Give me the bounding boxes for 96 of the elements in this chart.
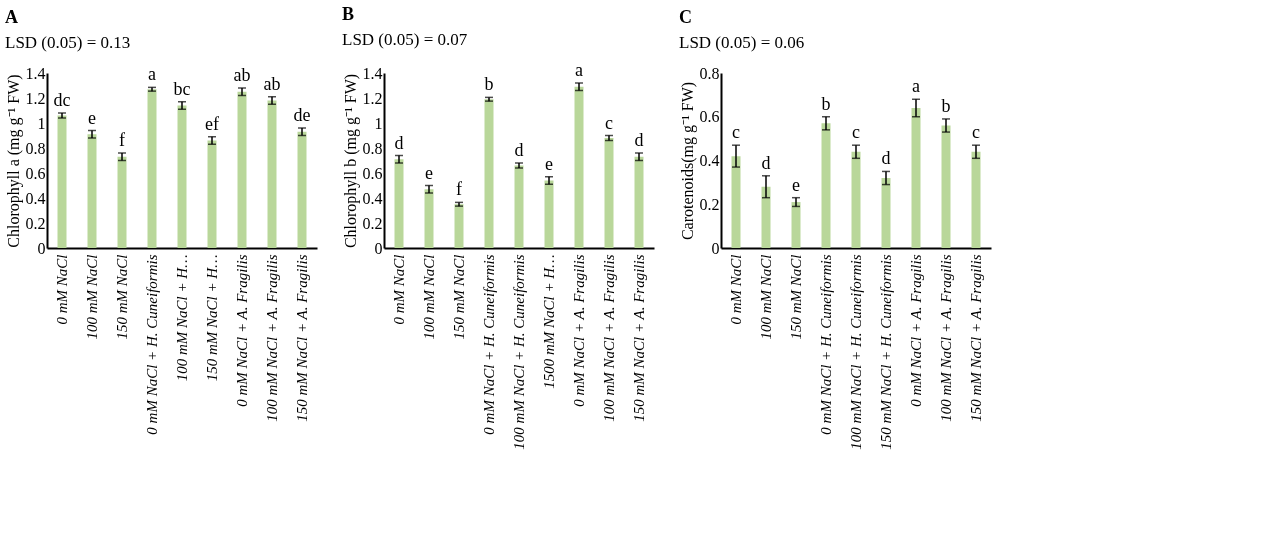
data-label: f [119,130,125,150]
data-label: ab [263,73,281,94]
chart-title: C [679,7,692,27]
data-label: c [972,122,980,143]
x-tick-label: 100 mM NaCl + H. Cuneiformis [511,254,527,450]
x-tick-label: 100 mM NaCl [758,254,774,340]
x-tick-label: 100 mM NaCl + A. Fragilis [601,254,617,422]
x-tick-label: 0 mM NaCl + A. Fragilis [571,254,587,407]
data-label: b [484,74,494,95]
data-label: d [634,130,644,150]
x-tick-label: 0 mM NaCl [54,254,70,325]
x-tick-label: 0 mM NaCl + H. Cuneiformis [144,254,160,435]
data-label: ef [205,113,219,134]
x-tick-label: 100 mM NaCl + A. Fragilis [938,254,954,422]
x-tick-label: 1500 mM NaCl + H… [541,254,557,389]
bar [941,125,951,248]
bar [971,151,981,248]
x-tick-label: 150 mM NaCl [788,254,804,340]
y-tick-label: 0.2 [362,214,383,232]
bar [147,89,157,248]
data-label: e [88,107,96,128]
bar [454,204,464,248]
x-tick-label: 0 mM NaCl + H. Cuneiformis [481,254,497,435]
y-tick-label: 0.8 [362,139,383,157]
y-tick-label: 1.4 [362,64,383,82]
bar [911,108,921,248]
data-label: b [941,95,951,116]
y-tick-label: 0.2 [699,195,720,213]
data-label: e [425,162,433,183]
x-tick-label: 150 mM NaCl + A. Fragilis [968,254,984,422]
x-tick-label: 0 mM NaCl + A. Fragilis [908,254,924,407]
y-tick-label: 0.4 [699,152,720,169]
bar [731,156,741,248]
x-tick-label: 0 mM NaCl + H. Cuneiformis [818,254,834,435]
bar [821,123,831,248]
data-label: bc [173,78,191,99]
data-label: de [293,105,311,125]
x-tick-label: 0 mM NaCl + A. Fragilis [234,254,250,407]
y-axis-title: Chlorophyll b (mg g⁻¹ FW) [341,73,360,249]
bar [881,178,891,248]
x-tick-label: 150 mM NaCl [451,254,467,340]
data-label: f [456,179,462,200]
x-tick-label: 150 mM NaCl + A. Fragilis [294,254,310,422]
data-label: ab [233,65,251,85]
data-label: c [732,122,740,143]
y-tick-label: 0.4 [25,189,46,207]
y-tick-label: 1.4 [25,64,46,82]
y-tick-label: 0.8 [699,64,720,82]
data-label: dc [53,90,71,110]
data-label: d [761,152,771,173]
y-tick-label: 1.2 [25,89,46,107]
data-label: a [575,60,583,80]
x-tick-label: 150 mM NaCl [114,254,130,340]
y-axis-title: Chlorophyll a (mg g⁻¹ FW) [4,74,23,248]
chart-subtitle: LSD (0.05) = 0.07 [342,30,468,49]
data-label: c [605,112,613,133]
y-axis-title: Carotenoids(mg g⁻¹ FW) [678,81,697,241]
y-tick-label: 0.8 [25,139,46,157]
x-tick-label: 100 mM NaCl [421,254,437,340]
data-label: a [912,76,920,97]
data-label: b [821,93,831,114]
bar [484,99,494,248]
y-tick-label: 0 [711,239,720,257]
chart-subtitle: LSD (0.05) = 0.13 [5,33,131,52]
x-tick-label: 150 mM NaCl + A. Fragilis [631,254,647,422]
x-tick-label: 150 mM NaCl + H. Cuneiformis [878,254,894,450]
y-tick-label: 0.2 [25,214,46,232]
x-tick-label: 100 mM NaCl + H. Cuneiformis [848,254,864,450]
x-tick-label: 150 mM NaCl + H… [204,254,220,382]
data-label: d [514,140,524,160]
x-tick-label: 0 mM NaCl [391,254,407,325]
data-label: c [852,122,860,143]
y-tick-label: 1 [374,114,383,132]
x-tick-label: 100 mM NaCl [84,254,100,340]
chart-title: A [5,7,18,27]
chart-title: B [342,4,355,24]
chart-subtitle: LSD (0.05) = 0.06 [679,33,805,52]
y-tick-label: 1 [37,114,46,132]
data-label: a [148,64,156,85]
y-tick-label: 0.6 [25,164,46,182]
data-label: e [545,153,553,174]
y-tick-label: 0.6 [362,164,383,182]
x-tick-label: 100 mM NaCl + A. Fragilis [264,254,280,422]
data-label: e [792,174,800,195]
x-tick-label: 100 mM NaCl + H… [174,254,190,382]
y-tick-label: 0 [37,239,46,257]
y-tick-label: 0 [374,239,383,257]
y-tick-label: 0.4 [362,189,383,207]
data-label: d [881,148,891,169]
y-tick-label: 0.6 [699,108,720,126]
data-label: d [394,132,404,153]
y-tick-label: 1.2 [362,89,383,107]
bar [851,151,861,248]
bar [761,186,771,248]
bar [791,202,801,248]
x-tick-label: 0 mM NaCl [728,254,744,325]
